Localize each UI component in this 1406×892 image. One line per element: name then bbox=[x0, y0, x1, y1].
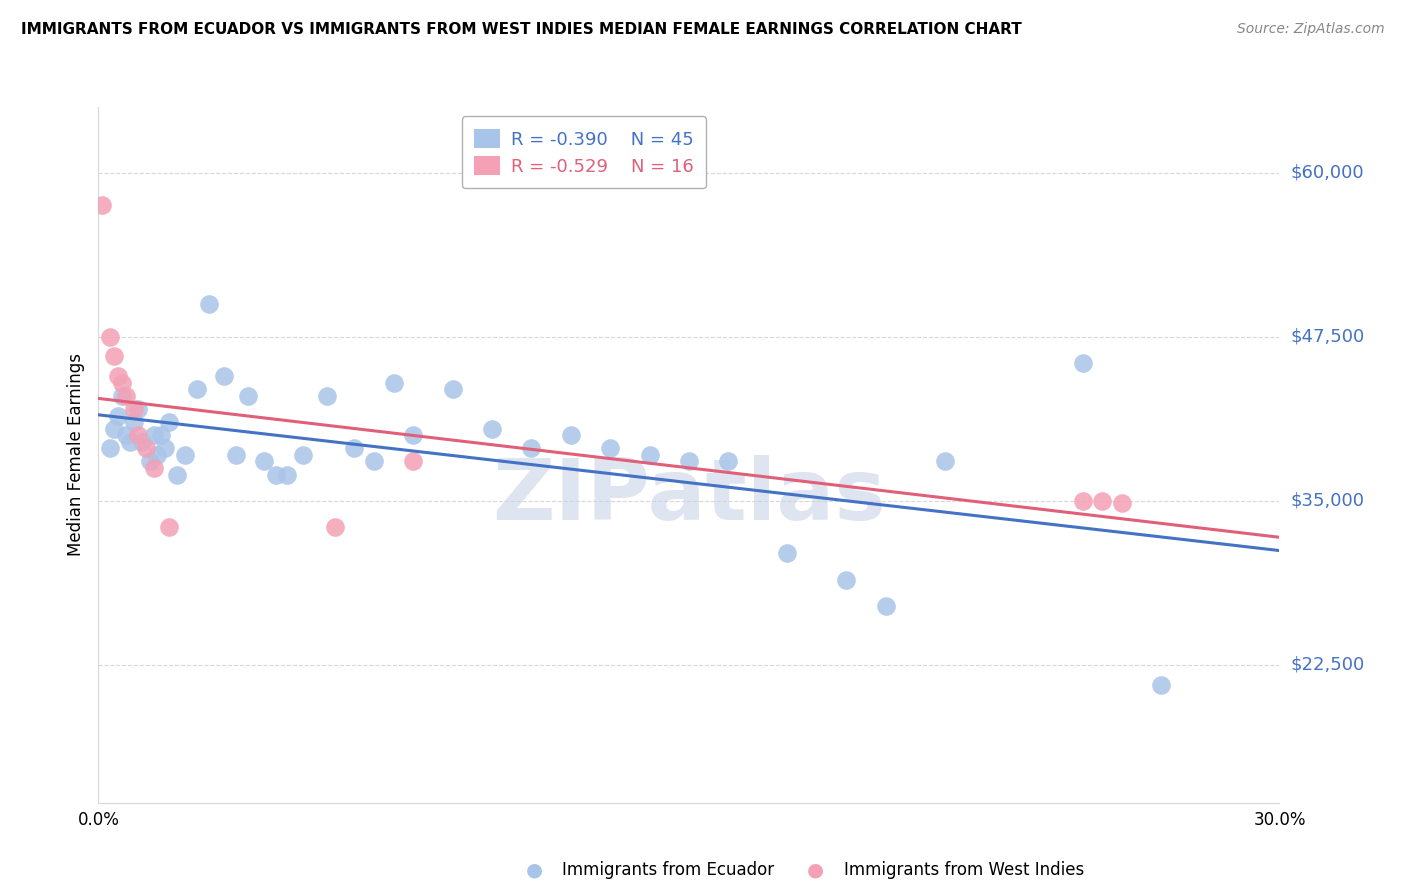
Text: ZIPatlas: ZIPatlas bbox=[492, 455, 886, 538]
Point bbox=[382, 376, 405, 390]
Text: Immigrants from West Indies: Immigrants from West Indies bbox=[844, 861, 1084, 879]
Text: ●: ● bbox=[526, 860, 543, 880]
Point bbox=[363, 454, 385, 468]
Point bbox=[131, 434, 153, 449]
Point bbox=[315, 389, 337, 403]
Point bbox=[122, 401, 145, 416]
Point bbox=[115, 428, 138, 442]
Point bbox=[264, 467, 287, 482]
Point bbox=[560, 428, 582, 442]
Point bbox=[91, 198, 114, 212]
Point bbox=[1111, 496, 1133, 510]
Text: $47,500: $47,500 bbox=[1291, 327, 1365, 346]
Point bbox=[127, 428, 149, 442]
Point bbox=[138, 454, 160, 468]
Point bbox=[135, 442, 157, 456]
Point bbox=[98, 330, 121, 344]
Text: $35,000: $35,000 bbox=[1291, 491, 1365, 510]
Point bbox=[638, 448, 661, 462]
Point bbox=[107, 369, 129, 384]
Point bbox=[276, 467, 298, 482]
Point bbox=[835, 573, 858, 587]
Point bbox=[142, 461, 165, 475]
Point bbox=[107, 409, 129, 423]
Y-axis label: Median Female Earnings: Median Female Earnings bbox=[66, 353, 84, 557]
Point bbox=[111, 389, 134, 403]
Point bbox=[103, 422, 125, 436]
Point bbox=[103, 350, 125, 364]
Point bbox=[127, 401, 149, 416]
Text: $60,000: $60,000 bbox=[1291, 163, 1364, 182]
Text: Source: ZipAtlas.com: Source: ZipAtlas.com bbox=[1237, 22, 1385, 37]
Point bbox=[146, 448, 169, 462]
Point bbox=[174, 448, 197, 462]
Text: Immigrants from Ecuador: Immigrants from Ecuador bbox=[562, 861, 775, 879]
Point bbox=[402, 428, 425, 442]
Point bbox=[98, 442, 121, 456]
Point bbox=[155, 442, 177, 456]
Point bbox=[323, 520, 346, 534]
Point bbox=[142, 428, 165, 442]
Text: IMMIGRANTS FROM ECUADOR VS IMMIGRANTS FROM WEST INDIES MEDIAN FEMALE EARNINGS CO: IMMIGRANTS FROM ECUADOR VS IMMIGRANTS FR… bbox=[21, 22, 1022, 37]
Text: $22,500: $22,500 bbox=[1291, 656, 1365, 674]
Point bbox=[875, 599, 897, 613]
Point bbox=[118, 434, 141, 449]
Point bbox=[253, 454, 276, 468]
Point bbox=[599, 442, 621, 456]
Point bbox=[225, 448, 247, 462]
Point bbox=[166, 467, 188, 482]
Point bbox=[1091, 494, 1114, 508]
Point bbox=[1071, 494, 1094, 508]
Point bbox=[292, 448, 315, 462]
Point bbox=[197, 297, 219, 311]
Point bbox=[520, 442, 543, 456]
Point bbox=[150, 428, 173, 442]
Point bbox=[402, 454, 425, 468]
Point bbox=[934, 454, 956, 468]
Point bbox=[1071, 356, 1094, 370]
Point bbox=[236, 389, 259, 403]
Point bbox=[214, 369, 236, 384]
Legend: R = -0.390    N = 45, R = -0.529    N = 16: R = -0.390 N = 45, R = -0.529 N = 16 bbox=[461, 116, 706, 188]
Point bbox=[678, 454, 700, 468]
Point bbox=[111, 376, 134, 390]
Point bbox=[776, 546, 799, 560]
Point bbox=[157, 520, 180, 534]
Point bbox=[122, 415, 145, 429]
Point bbox=[1150, 678, 1173, 692]
Point bbox=[343, 442, 366, 456]
Point bbox=[717, 454, 740, 468]
Point bbox=[115, 389, 138, 403]
Text: ●: ● bbox=[807, 860, 824, 880]
Point bbox=[157, 415, 180, 429]
Point bbox=[186, 382, 208, 396]
Point bbox=[441, 382, 464, 396]
Point bbox=[481, 422, 503, 436]
